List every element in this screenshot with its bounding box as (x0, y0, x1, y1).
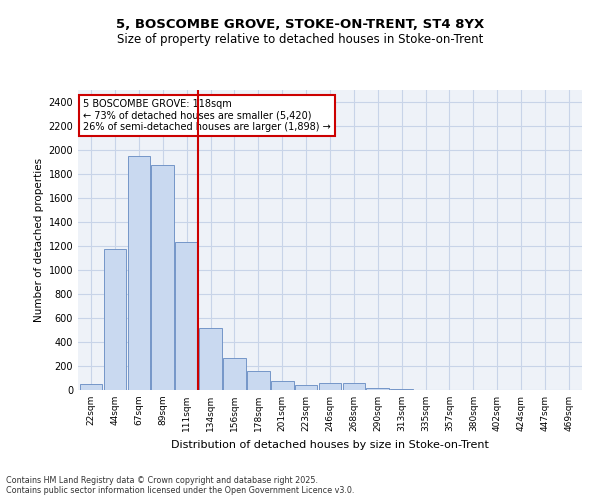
Bar (199, 328, 222, 390)
Bar (80, 384, 103, 390)
Text: Contains HM Land Registry data © Crown copyright and database right 2025.
Contai: Contains HM Land Registry data © Crown c… (6, 476, 355, 495)
Bar (271, 381, 293, 390)
Bar (128, 156, 150, 390)
Bar (104, 249, 127, 390)
Bar (247, 372, 269, 390)
Bar (175, 242, 198, 390)
Bar (151, 165, 174, 390)
Bar (223, 358, 246, 390)
Text: 5, BOSCOMBE GROVE, STOKE-ON-TRENT, ST4 8YX: 5, BOSCOMBE GROVE, STOKE-ON-TRENT, ST4 8… (116, 18, 484, 30)
Bar (367, 388, 389, 390)
Y-axis label: Number of detached properties: Number of detached properties (34, 158, 44, 322)
Text: 5 BOSCOMBE GROVE: 118sqm
← 73% of detached houses are smaller (5,420)
26% of sem: 5 BOSCOMBE GROVE: 118sqm ← 73% of detach… (83, 99, 331, 132)
Text: Size of property relative to detached houses in Stoke-on-Trent: Size of property relative to detached ho… (117, 32, 483, 46)
Bar (295, 385, 317, 390)
Bar (391, 389, 413, 390)
X-axis label: Distribution of detached houses by size in Stoke-on-Trent: Distribution of detached houses by size … (171, 440, 489, 450)
Bar (319, 383, 341, 390)
Bar (343, 384, 365, 390)
